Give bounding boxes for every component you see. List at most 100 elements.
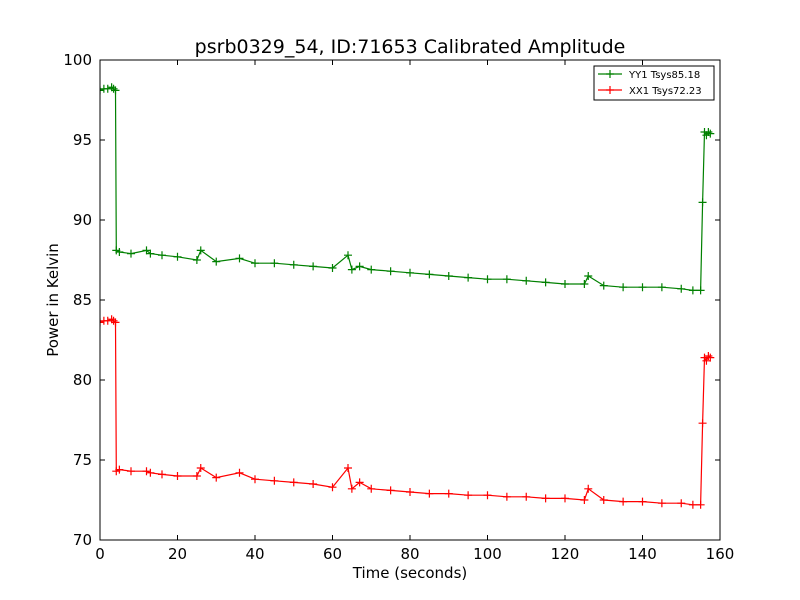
data-point-marker	[444, 489, 453, 498]
data-point-marker	[127, 249, 135, 258]
data-point-marker	[212, 473, 221, 482]
data-point-marker	[115, 465, 124, 474]
y-axis-ticks: 70 75 80 85 90 95 100	[63, 51, 720, 549]
data-point-marker	[696, 500, 705, 509]
data-point-marker	[599, 496, 608, 504]
data-point-marker	[328, 483, 337, 492]
data-point-marker	[344, 464, 352, 472]
data-point-marker	[235, 254, 244, 263]
x-tick-label: 120	[551, 545, 580, 563]
data-point-marker	[502, 275, 511, 284]
y-tick-label: 80	[73, 371, 92, 389]
data-point-marker	[619, 283, 628, 292]
data-point-marker	[328, 264, 337, 272]
data-point-marker	[425, 270, 434, 279]
x-axis-ticks: 0 20 40 60 80 100 120 140 160	[95, 60, 734, 563]
data-point-marker	[406, 268, 414, 277]
legend-entry-label: XX1 Tsys72.23	[629, 86, 702, 97]
data-point-marker	[688, 500, 697, 509]
data-point-marker	[142, 467, 151, 476]
data-point-marker	[696, 286, 705, 295]
data-point-marker	[344, 251, 352, 260]
data-point-marker	[347, 265, 356, 274]
data-point-marker	[425, 489, 434, 498]
data-point-marker	[584, 272, 593, 280]
data-point-marker	[127, 467, 135, 476]
data-point-marker	[173, 252, 182, 261]
data-point-marker	[111, 86, 120, 95]
x-tick-label: 0	[95, 545, 105, 563]
data-point-marker	[706, 129, 715, 138]
data-point-marker	[464, 491, 473, 500]
x-tick-label: 20	[168, 545, 187, 563]
y-tick-label: 90	[73, 211, 92, 229]
data-point-marker	[444, 272, 453, 280]
data-point-marker	[270, 259, 279, 268]
data-point-marker	[541, 494, 550, 503]
x-tick-label: 100	[473, 545, 502, 563]
legend-entry-label: YY1 Tsys85.18	[628, 70, 700, 81]
data-point-marker	[698, 419, 707, 428]
data-point-marker	[251, 475, 259, 484]
data-point-marker	[192, 472, 201, 480]
data-point-marker	[192, 256, 201, 264]
data-point-marker	[367, 265, 376, 274]
y-tick-label: 85	[73, 291, 92, 309]
y-tick-label: 100	[63, 51, 92, 69]
data-point-marker	[146, 468, 155, 477]
data-point-marker	[100, 86, 104, 95]
data-point-marker	[309, 480, 318, 488]
data-point-marker	[698, 198, 707, 207]
data-point-marker	[212, 257, 221, 266]
data-point-marker	[522, 276, 531, 285]
data-point-marker	[638, 283, 647, 292]
legend-box	[593, 65, 715, 101]
x-tick-label: 60	[323, 545, 342, 563]
data-point-marker	[677, 284, 686, 293]
data-point-marker	[704, 128, 713, 136]
series-layer	[100, 83, 715, 509]
data-point-marker	[561, 280, 569, 288]
data-point-marker	[158, 251, 166, 260]
data-point-marker	[406, 488, 414, 496]
x-tick-label: 160	[706, 545, 735, 563]
data-point-marker	[541, 278, 550, 287]
data-point-marker	[599, 281, 608, 290]
data-point-marker	[677, 499, 686, 508]
chart-title: psrb0329_54, ID:71653 Calibrated Amplitu…	[195, 36, 626, 58]
data-point-marker	[355, 478, 364, 487]
legend-swatch-marker	[606, 86, 614, 94]
legend: YY1 Tsys85.18 XX1 Tsys72.23	[593, 65, 715, 101]
data-point-marker	[309, 262, 318, 271]
data-point-marker	[196, 246, 205, 255]
legend-swatch-marker	[606, 70, 614, 78]
data-point-marker	[386, 267, 395, 276]
data-point-marker	[584, 484, 593, 493]
data-point-marker	[235, 468, 244, 477]
data-point-marker	[109, 316, 118, 325]
y-tick-label: 70	[73, 531, 92, 549]
data-point-marker	[100, 318, 104, 327]
data-point-marker	[522, 492, 531, 501]
data-point-marker	[196, 464, 205, 472]
data-point-marker	[706, 353, 715, 362]
data-point-marker	[355, 262, 364, 271]
data-point-marker	[657, 283, 666, 292]
data-point-marker	[173, 472, 182, 480]
data-point-marker	[464, 273, 473, 282]
x-tick-label: 40	[245, 545, 264, 563]
data-point-marker	[386, 486, 395, 495]
data-point-marker	[619, 497, 628, 506]
data-point-marker	[483, 491, 492, 500]
data-point-marker	[109, 84, 118, 93]
data-point-marker	[158, 470, 166, 479]
data-point-marker	[367, 484, 376, 493]
y-tick-label: 95	[73, 131, 92, 149]
data-point-marker	[270, 476, 279, 485]
data-point-marker	[483, 275, 492, 284]
data-point-marker	[638, 497, 647, 506]
data-point-marker	[115, 248, 124, 256]
y-axis-label: Power in Kelvin	[44, 243, 62, 357]
data-point-marker	[580, 496, 589, 504]
